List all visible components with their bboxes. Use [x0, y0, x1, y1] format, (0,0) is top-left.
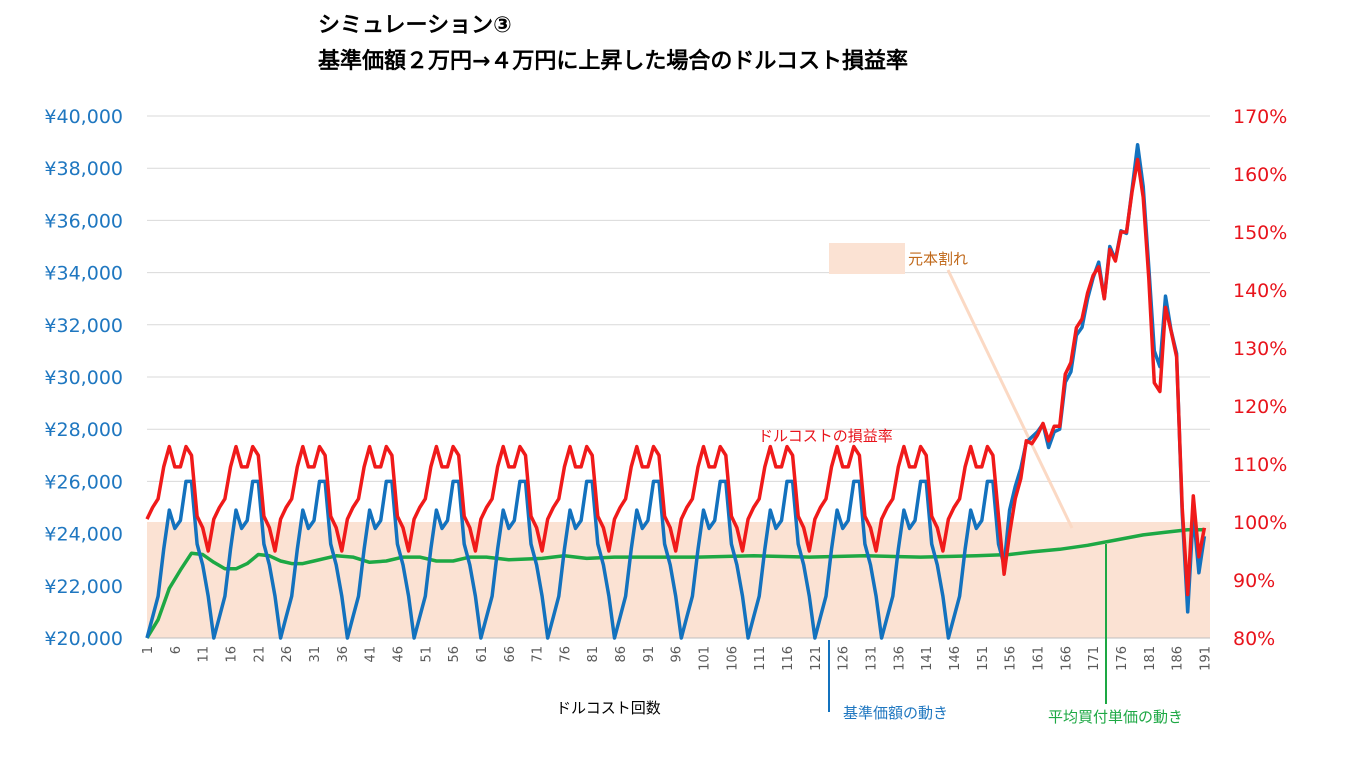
left-axis-tick-label: ¥24,000 [44, 524, 123, 546]
profit-rate-annotation: ドルコストの損益率 [758, 427, 893, 445]
x-axis-tick-label: 156 [1004, 646, 1019, 671]
x-axis-tick-label: 186 [1171, 646, 1186, 671]
left-axis-tick-label: ¥34,000 [44, 263, 123, 285]
right-axis: 80% 90% 100% 110% 120% 130% 140% 150% 160% 170% [1233, 106, 1287, 650]
loss-zone-leader-line [946, 269, 1074, 529]
x-axis-tick-label: 96 [670, 646, 685, 663]
x-axis-tick-label: 116 [781, 646, 796, 671]
left-axis-tick-label: ¥32,000 [44, 315, 123, 337]
x-axis-tick-label: 6 [169, 646, 184, 654]
right-axis-tick-label: 140% [1233, 280, 1287, 302]
x-axis-label: ドルコスト回数 [556, 699, 661, 717]
x-axis-tick-label: 51 [419, 646, 434, 663]
loss-zone-legend-label: 元本割れ [908, 250, 968, 268]
left-axis-tick-label: ¥30,000 [44, 367, 123, 389]
right-axis-tick-label: 120% [1233, 396, 1287, 418]
right-axis-tick-label: 100% [1233, 512, 1287, 534]
x-axis-tick-label: 176 [1115, 646, 1130, 671]
x-axis-tick-label: 31 [308, 646, 323, 663]
x-axis-tick-label: 101 [698, 646, 713, 671]
left-axis-tick-label: ¥20,000 [44, 628, 123, 650]
avg-price-series-line [145, 527, 1205, 639]
x-axis-tick-label: 146 [948, 646, 963, 671]
x-axis-tick-label: 61 [475, 646, 490, 663]
left-axis-tick-label: ¥26,000 [44, 471, 123, 493]
x-axis-tick-label: 71 [531, 646, 546, 663]
left-axis: ¥20,000 ¥22,000 ¥24,000 ¥26,000 ¥28,000 ¥30,0… [44, 106, 123, 650]
chart-title-line1: シミュレーション③ [318, 13, 512, 38]
x-axis-tick-label: 121 [809, 646, 824, 671]
loss-zone-legend-swatch [829, 243, 905, 274]
x-axis-tick-label: 161 [1031, 646, 1046, 671]
x-axis-tick-label: 46 [391, 646, 406, 663]
x-axis-tick-label: 66 [503, 646, 518, 663]
x-axis-tick-label: 181 [1143, 646, 1158, 671]
x-axis-tick-label: 56 [447, 646, 462, 663]
x-axis-tick-label: 91 [642, 646, 657, 663]
x-axis-tick-label: 141 [920, 646, 935, 671]
x-axis-tick-label: 171 [1087, 646, 1102, 671]
right-axis-tick-label: 130% [1233, 338, 1287, 360]
x-axis-tick-label: 21 [252, 646, 267, 663]
x-axis: 1 6 11 16 21 26 31 36 41 46 51 56 61 66 71 76 81 86 91 96 10… [141, 637, 1213, 671]
x-axis-tick-label: 11 [197, 646, 212, 663]
right-axis-tick-label: 170% [1233, 106, 1287, 128]
left-axis-tick-label: ¥36,000 [44, 210, 123, 232]
x-axis-tick-label: 191 [1198, 646, 1213, 671]
left-axis-tick-label: ¥22,000 [44, 576, 123, 598]
x-axis-tick-label: 16 [224, 646, 239, 663]
series-layer [145, 142, 1207, 640]
right-axis-tick-label: 110% [1233, 454, 1287, 476]
x-axis-tick-label: 111 [753, 646, 768, 671]
x-axis-tick-label: 166 [1059, 646, 1074, 671]
x-axis-tick-label: 81 [586, 646, 601, 663]
avg-price-annotation: 平均買付単価の動き [1048, 708, 1183, 726]
profit-rate-series-line [145, 157, 1207, 597]
right-axis-tick-label: 80% [1233, 628, 1275, 650]
left-axis-tick-label: ¥40,000 [44, 106, 123, 128]
x-axis-tick-label: 106 [725, 646, 740, 671]
chart-title-line2: 基準価額２万円→４万円に上昇した場合のドルコスト損益率 [318, 48, 908, 74]
x-axis-tick-label: 151 [976, 646, 991, 671]
x-axis-tick-label: 131 [865, 646, 880, 671]
x-axis-tick-label: 26 [280, 646, 295, 663]
x-axis-tick-label: 86 [614, 646, 629, 663]
x-axis-tick-label: 36 [336, 646, 351, 663]
x-axis-tick-label: 126 [837, 646, 852, 671]
right-axis-tick-label: 90% [1233, 570, 1275, 592]
left-axis-tick-label: ¥28,000 [44, 419, 123, 441]
x-axis-tick-label: 41 [364, 646, 379, 663]
base-price-annotation: 基準価額の動き [843, 704, 948, 722]
x-axis-tick-label: 76 [558, 646, 573, 663]
x-axis-tick-label: 136 [892, 646, 907, 671]
left-axis-tick-label: ¥38,000 [44, 158, 123, 180]
right-axis-tick-label: 150% [1233, 222, 1287, 244]
x-axis-tick-label: 1 [141, 646, 156, 654]
right-axis-tick-label: 160% [1233, 164, 1287, 186]
